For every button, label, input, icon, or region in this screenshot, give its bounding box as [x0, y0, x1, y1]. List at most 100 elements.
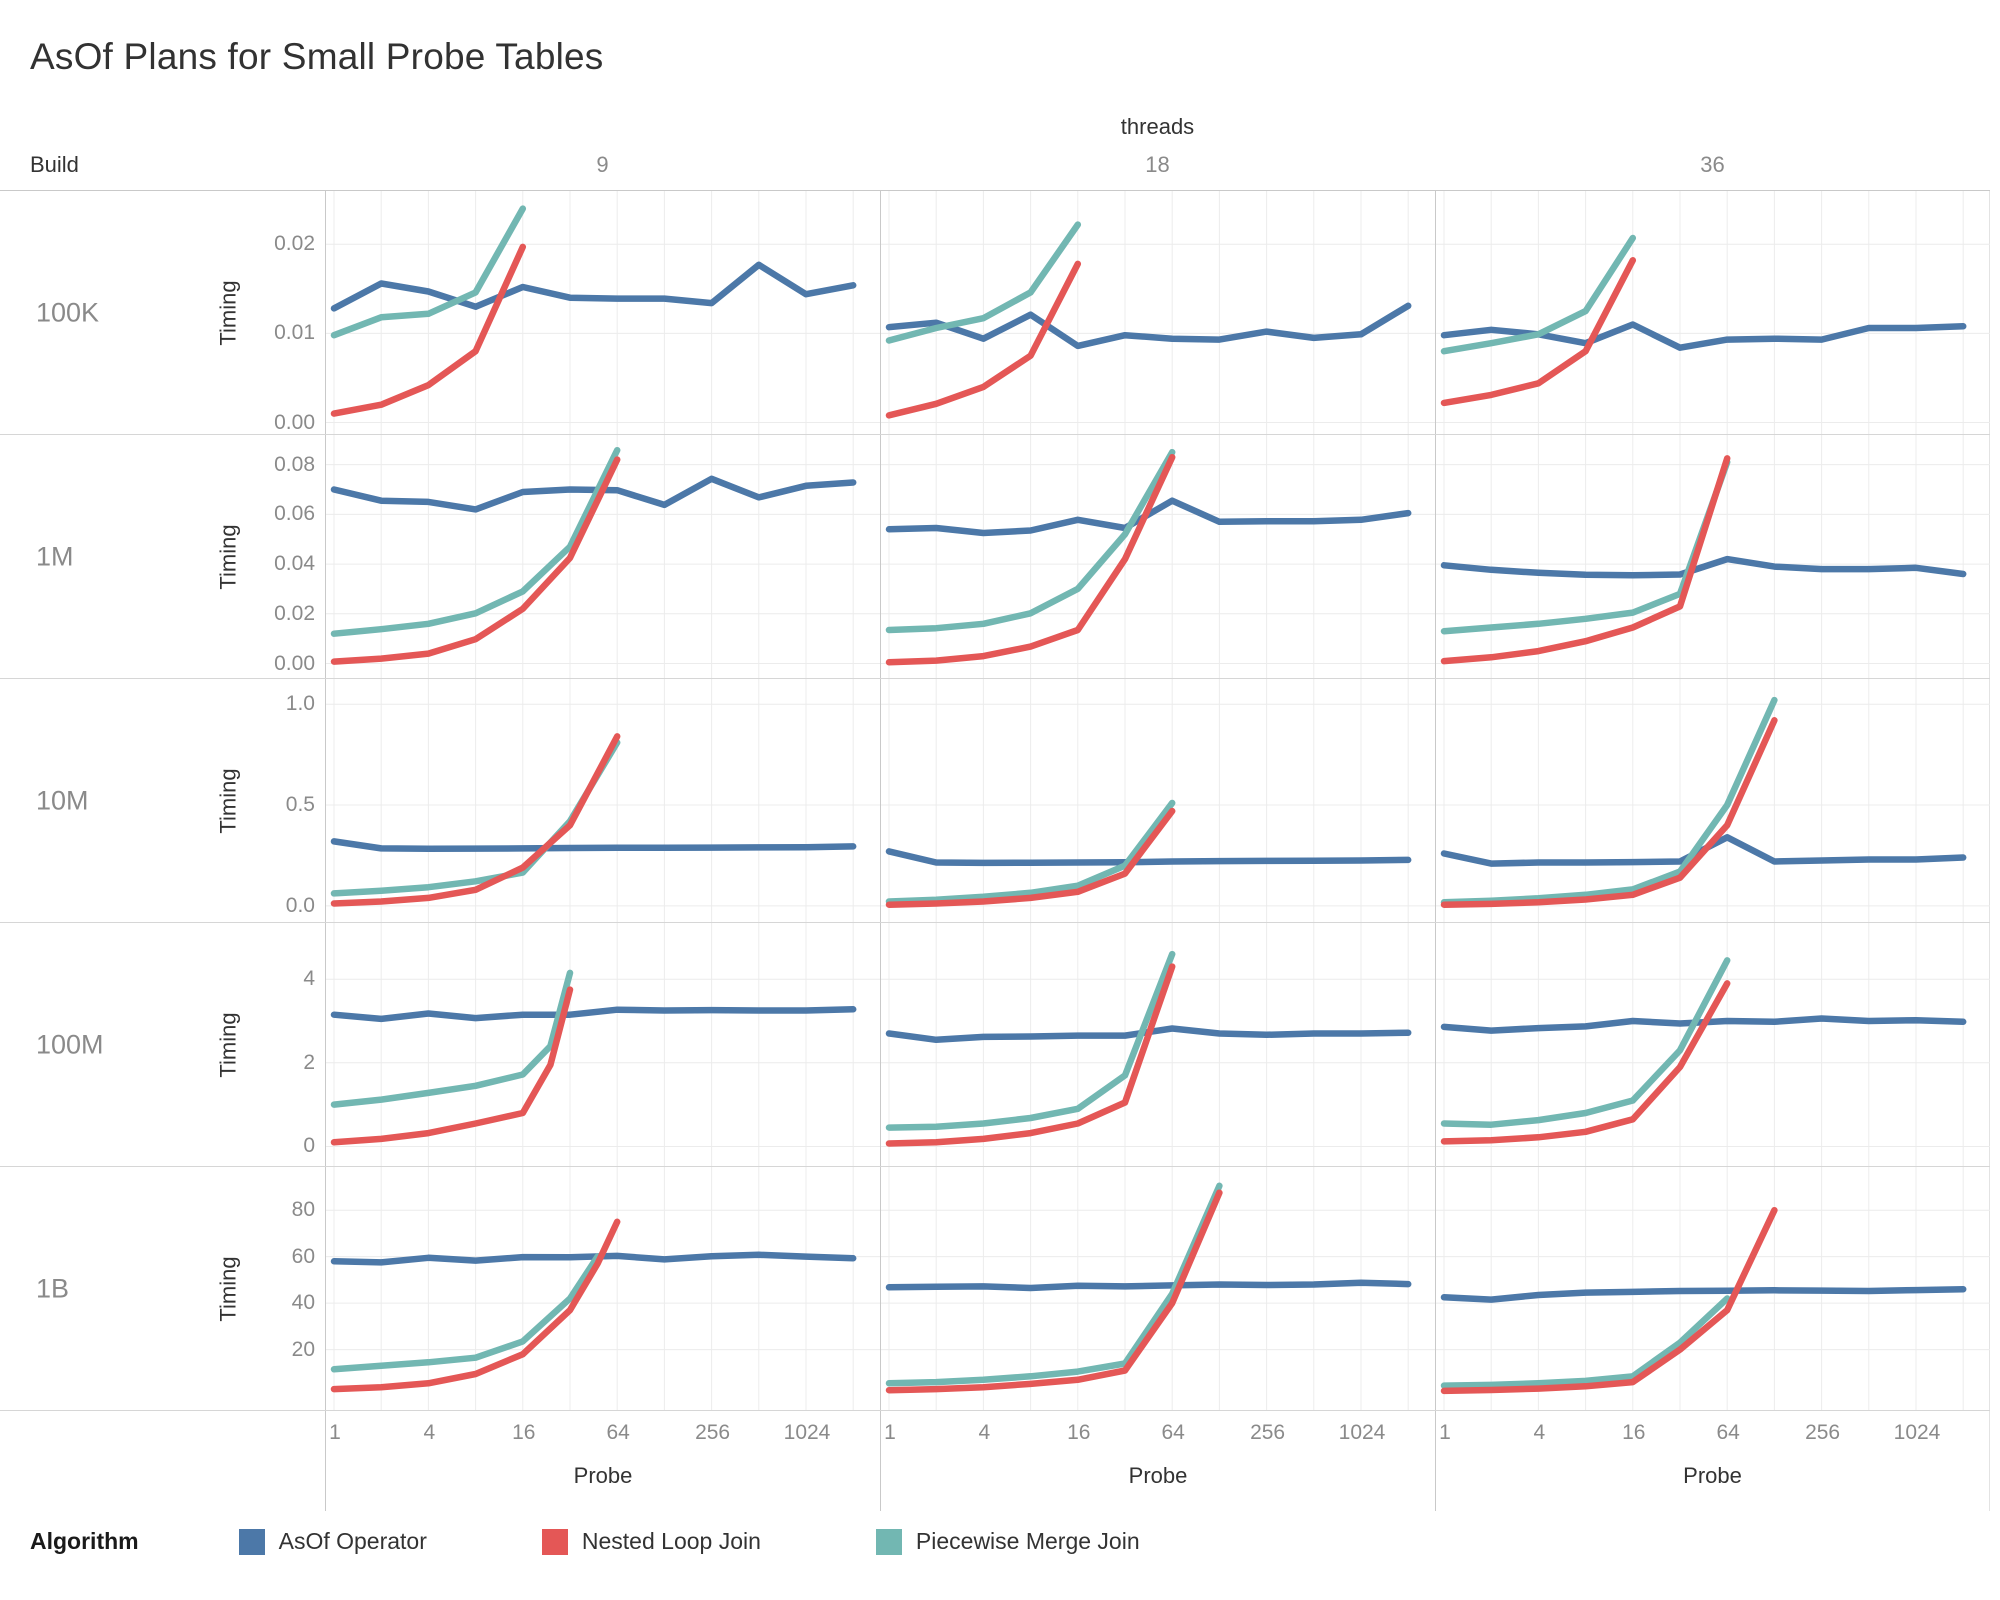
series-line-pmj — [1440, 458, 1731, 635]
x-tick-label: 256 — [1250, 1421, 1286, 1444]
series-line-nlj — [1440, 455, 1731, 665]
y-tick-label: 0.5 — [285, 793, 315, 817]
y-axis-ticks: 0.00 0.02 0.04 0.06 0.08 — [225, 435, 315, 678]
series-line-nlj — [1440, 257, 1637, 407]
facet-panel — [880, 679, 1435, 922]
facet-grid: 100K Timing 0.00 0.01 0.02 1M Timing 0.00 0… — [0, 190, 1990, 1511]
facet-panel — [325, 435, 880, 678]
row-label: 1M — [36, 541, 74, 571]
series-line-nlj — [885, 453, 1176, 666]
legend-item-pmj[interactable]: Piecewise Merge Join — [875, 1528, 1140, 1555]
series-line-nlj — [330, 986, 574, 1146]
x-tick-label: 64 — [1716, 1421, 1740, 1444]
facet-panel — [325, 923, 880, 1166]
series-line-pmj — [330, 969, 574, 1108]
legend: Algorithm AsOf Operator Nested Loop Join… — [30, 1528, 1255, 1555]
panel-svg — [881, 679, 1435, 922]
series-line-nlj — [330, 456, 621, 665]
column-facet-header: threads — [1120, 114, 1195, 139]
facet-panel — [1435, 435, 1990, 678]
panel-svg — [326, 191, 880, 434]
series-line-asof — [330, 1006, 857, 1023]
x-axis-title: Probe — [573, 1463, 633, 1488]
facet-row-1M: 1M Timing 0.00 0.02 0.04 0.06 0.08 — [0, 435, 1990, 679]
series-line-pmj — [330, 1253, 601, 1373]
series-line-pmj — [885, 448, 1176, 634]
legend-item-nlj[interactable]: Nested Loop Join — [541, 1528, 761, 1555]
y-tick-label: 0.02 — [274, 601, 315, 625]
series-line-nlj — [885, 260, 1082, 419]
series-line-asof — [1440, 555, 1967, 579]
facet-panel — [325, 1167, 880, 1410]
column-header-18: 18 — [1145, 152, 1170, 177]
x-tick-label: 1024 — [1338, 1421, 1386, 1444]
y-tick-label: 40 — [291, 1291, 315, 1315]
panel-svg — [326, 435, 880, 678]
y-tick-label: 0.00 — [274, 410, 315, 434]
x-axis-title: Probe — [1128, 1463, 1188, 1488]
series-line-nlj — [330, 1218, 621, 1393]
y-axis-ticks: 0.00 0.01 0.02 — [225, 191, 315, 434]
series-line-asof — [330, 475, 857, 513]
facet-panel — [1435, 679, 1990, 922]
y-axis-ticks: 20 40 60 80 — [225, 1167, 315, 1410]
panel-svg — [1436, 435, 1990, 678]
x-tick-label: 64 — [1161, 1421, 1185, 1444]
legend-title: Algorithm — [30, 1528, 139, 1554]
panel-svg — [1436, 923, 1990, 1166]
series-line-pmj — [885, 950, 1176, 1131]
y-tick-label: 0.06 — [274, 502, 315, 526]
x-tick-label: 16 — [1067, 1421, 1091, 1444]
series-line-nlj — [885, 1189, 1223, 1394]
row-label: 10M — [36, 785, 89, 815]
row-facet-header: Build — [30, 152, 79, 177]
y-axis-ticks: 0.0 0.5 1.0 — [225, 679, 315, 922]
series-line-asof — [885, 1279, 1412, 1292]
y-tick-label: 0.01 — [274, 321, 315, 345]
series-line-pmj — [1440, 1295, 1731, 1389]
series-line-pmj — [1440, 957, 1731, 1128]
series-line-pmj — [885, 1182, 1223, 1387]
x-axis-gutter — [0, 1411, 325, 1511]
facet-row-1B: 1B Timing 20 40 60 80 — [0, 1167, 1990, 1411]
series-line-nlj — [885, 807, 1176, 908]
x-tick-label: 256 — [695, 1421, 731, 1444]
facet-panel — [880, 923, 1435, 1166]
series-line-nlj — [1440, 1206, 1778, 1395]
column-headers: 9 18 36 — [325, 152, 1990, 178]
panel-svg — [326, 1167, 880, 1410]
series-line-pmj — [885, 799, 1176, 905]
series-line-asof — [330, 261, 857, 312]
column-header-36: 36 — [1700, 152, 1725, 177]
facet-panel — [880, 1167, 1435, 1410]
panel-svg — [881, 923, 1435, 1166]
row-label: 100K — [36, 297, 100, 327]
y-tick-label: 1.0 — [285, 692, 315, 716]
series-line-asof — [885, 302, 1412, 350]
series-line-asof — [330, 838, 857, 853]
y-tick-label: 20 — [291, 1337, 315, 1361]
series-line-nlj — [1440, 717, 1778, 908]
series-line-asof — [885, 848, 1412, 867]
y-tick-label: 0.00 — [274, 651, 315, 675]
y-tick-label: 0.04 — [274, 552, 315, 576]
series-line-pmj — [1440, 234, 1637, 355]
x-tick-label: 64 — [606, 1421, 630, 1444]
y-tick-label: 0 — [303, 1134, 315, 1158]
legend-item-asof[interactable]: AsOf Operator — [238, 1528, 427, 1555]
x-axis-title: Probe — [1683, 1463, 1742, 1488]
panel-svg — [326, 923, 880, 1166]
series-line-pmj — [885, 221, 1082, 344]
panel-svg — [326, 679, 880, 922]
x-tick-label: 1024 — [783, 1421, 831, 1444]
column-header-9: 9 — [596, 152, 609, 177]
y-tick-label: 80 — [291, 1198, 315, 1222]
legend-label: Piecewise Merge Join — [915, 1528, 1140, 1554]
row-label: 1B — [36, 1273, 70, 1303]
series-line-pmj — [330, 205, 527, 339]
x-tick-label: 4 — [978, 1421, 991, 1444]
x-axis-col-9: Probe 1 4 16 64 256 1024 — [325, 1411, 880, 1511]
